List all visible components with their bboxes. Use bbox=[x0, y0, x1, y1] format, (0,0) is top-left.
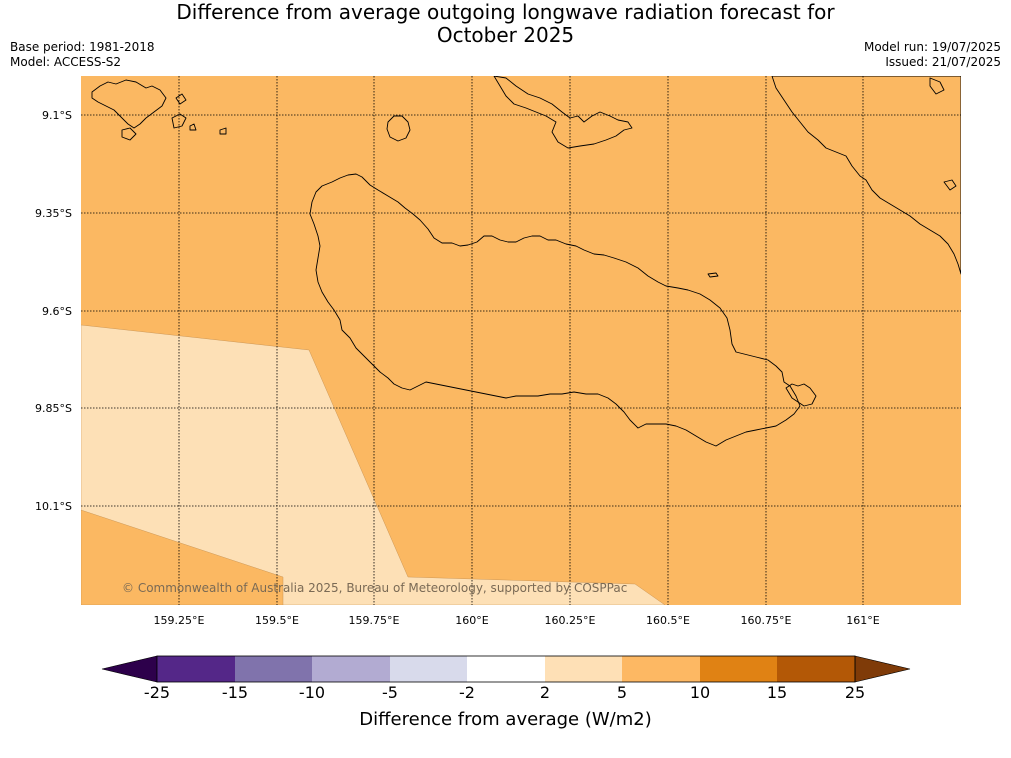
coastline-islet bbox=[189, 123, 197, 131]
coastline-guadalcanal bbox=[309, 173, 801, 447]
issued-text: Issued: 21/07/2025 bbox=[885, 55, 1001, 69]
colorbar-tick-label: -2 bbox=[459, 683, 475, 702]
colorbar-tick-label: -5 bbox=[382, 683, 398, 702]
lon-label: 161°E bbox=[846, 614, 879, 627]
colorbar-outline bbox=[156, 655, 856, 683]
coastline-nggela bbox=[493, 76, 633, 149]
colorbar bbox=[101, 655, 911, 683]
colorbar-extend-low bbox=[101, 655, 158, 683]
coastline-marau bbox=[785, 383, 817, 407]
lon-label: 160°E bbox=[455, 614, 488, 627]
lat-label: 9.1°S bbox=[42, 109, 72, 122]
lat-label: 10.1°S bbox=[35, 500, 72, 513]
coastline-malaita bbox=[771, 76, 961, 275]
base-period-text: Base period: 1981-2018 bbox=[10, 40, 155, 54]
colorbar-swatch bbox=[700, 656, 777, 682]
colorbar-tick-label: -25 bbox=[143, 683, 171, 702]
lon-label: 160.5°E bbox=[646, 614, 690, 627]
colorbar-tick-label: 5 bbox=[616, 683, 628, 702]
colorbar-swatch bbox=[157, 656, 235, 682]
title-line-2: October 2025 bbox=[436, 23, 575, 47]
model-run-text: Model run: 19/07/2025 bbox=[863, 40, 1001, 54]
region-2-to-5 bbox=[81, 324, 666, 605]
coastline-islet bbox=[707, 272, 719, 278]
map-panel bbox=[81, 76, 961, 605]
colorbar-title: Difference from average (W/m2) bbox=[359, 709, 652, 730]
model-text: Model: ACCESS-S2 bbox=[10, 55, 122, 69]
coastline-islet bbox=[219, 127, 227, 135]
colorbar-swatch bbox=[622, 656, 700, 682]
map-title: Difference from average outgoing longwav… bbox=[120, 1, 891, 47]
lat-label: 9.35°S bbox=[35, 207, 72, 220]
lon-label: 159.5°E bbox=[255, 614, 299, 627]
colorbar-tick-label: 2 bbox=[539, 683, 551, 702]
coastline-islet bbox=[175, 93, 187, 105]
colorbar-swatch bbox=[390, 656, 467, 682]
meta-right: Model run: 19/07/2025 Issued: 21/07/2025 bbox=[864, 40, 1001, 70]
coastline-islet bbox=[171, 113, 187, 129]
colorbar-swatch bbox=[467, 656, 545, 682]
coastline-islet bbox=[943, 179, 957, 191]
colorbar-tick-label: -15 bbox=[221, 683, 249, 702]
colorbar-tick-label: 15 bbox=[766, 683, 788, 702]
coastline-islet bbox=[929, 77, 945, 95]
copyright-notice: © Commonwealth of Australia 2025, Bureau… bbox=[122, 581, 628, 595]
lat-axis: 9.1°S 9.35°S 9.6°S 9.85°S 10.1°S bbox=[35, 109, 72, 513]
colorbar-swatch bbox=[545, 656, 622, 682]
colorbar-tick-label: 25 bbox=[844, 683, 866, 702]
colorbar-tick-label: -10 bbox=[298, 683, 326, 702]
title-line-1: Difference from average outgoing longwav… bbox=[176, 0, 835, 24]
coastline-russell-islands bbox=[91, 79, 167, 129]
lat-label: 9.85°S bbox=[35, 402, 72, 415]
coastline-islet bbox=[121, 127, 137, 141]
meta-left: Base period: 1981-2018 Model: ACCESS-S2 bbox=[10, 40, 155, 70]
lon-label: 159.75°E bbox=[349, 614, 400, 627]
colorbar-swatch bbox=[235, 656, 312, 682]
colorbar-swatch bbox=[777, 656, 855, 682]
colorbar-tick-label: 10 bbox=[689, 683, 711, 702]
lon-label: 160.75°E bbox=[741, 614, 792, 627]
coastlines bbox=[91, 76, 961, 447]
lat-label: 9.6°S bbox=[42, 305, 72, 318]
colorbar-extend-high bbox=[854, 655, 911, 683]
lon-axis: 159.25°E 159.5°E 159.75°E 160°E 160.25°E… bbox=[154, 614, 880, 627]
gridlines bbox=[81, 76, 961, 605]
lon-label: 159.25°E bbox=[154, 614, 205, 627]
region-5-to-10-corner bbox=[81, 509, 284, 605]
colorbar-swatch bbox=[312, 656, 390, 682]
coastline-savo bbox=[386, 115, 411, 142]
lon-label: 160.25°E bbox=[545, 614, 596, 627]
